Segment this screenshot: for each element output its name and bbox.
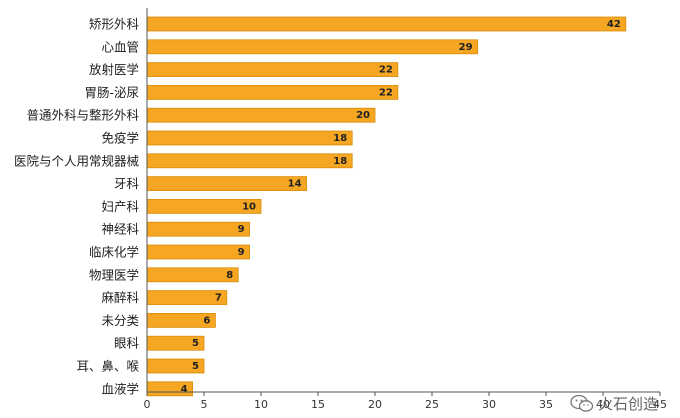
value-label: 29	[459, 42, 473, 53]
bar	[146, 39, 479, 55]
value-label: 6	[203, 315, 210, 326]
category-label: 物理医学	[89, 267, 139, 282]
value-label: 18	[333, 133, 347, 144]
watermark: 火石创造	[570, 393, 658, 414]
value-label: 22	[379, 65, 393, 76]
x-tick-label: 35	[539, 398, 553, 411]
x-axis: 0 5 10 15 20 25 30 35 40 45	[144, 8, 667, 411]
category-label: 放射医学	[89, 62, 139, 77]
value-label: 5	[192, 338, 199, 349]
category-label: 神经科	[101, 222, 139, 237]
bar	[146, 107, 376, 123]
category-label: 耳、鼻、喉	[76, 359, 139, 374]
value-label: 4	[181, 384, 188, 395]
category-label: 胃肠-泌尿	[84, 85, 139, 100]
value-label: 9	[238, 247, 245, 258]
category-label: 妇产科	[101, 199, 139, 214]
bar	[146, 267, 239, 283]
value-label: 5	[192, 361, 199, 372]
bar	[146, 244, 250, 260]
category-label: 矫形外科	[89, 17, 140, 32]
wechat-icon	[570, 394, 594, 412]
x-tick-label: 25	[425, 398, 439, 411]
category-label: 免疫学	[101, 131, 139, 146]
x-tick-label: 0	[144, 398, 151, 411]
category-label: 心血管	[101, 39, 139, 54]
x-tick-label: 30	[482, 398, 496, 411]
x-tick-label: 15	[311, 398, 325, 411]
value-labels: 42 29 22 22 20 18 18 14 10 9 9 8 76 5 5 4	[181, 19, 621, 395]
category-label: 牙科	[114, 176, 140, 191]
bar	[146, 16, 627, 32]
value-label: 10	[242, 201, 256, 212]
bar	[146, 176, 308, 192]
value-label: 9	[238, 224, 245, 235]
bar	[146, 62, 399, 77]
category-label: 血液学	[101, 381, 139, 396]
bar	[146, 153, 353, 169]
category-label: 普通外科与整形外科	[26, 108, 139, 123]
category-label: 眼科	[114, 336, 140, 351]
x-tick-label: 20	[368, 398, 382, 411]
watermark-text: 火石创造	[597, 395, 658, 413]
x-tick-label: 40	[596, 398, 610, 411]
value-label: 42	[607, 19, 621, 30]
x-tick-label: 5	[201, 398, 208, 411]
x-tick-label: 45	[653, 398, 667, 411]
bar	[146, 85, 399, 100]
x-tick-label: 10	[254, 398, 268, 411]
value-label: 14	[288, 179, 302, 190]
value-label: 20	[356, 110, 370, 121]
category-label: 医院与个人用常规器械	[14, 153, 140, 168]
value-label: 7	[215, 293, 222, 304]
value-label: 8	[226, 270, 233, 281]
category-label: 临床化学	[89, 245, 139, 260]
value-label: 18	[333, 156, 347, 167]
bar	[146, 221, 250, 237]
category-labels: 矫形外科心血管放射医学胃肠-泌尿普通外科与整形外科免疫学医院与个人用常规器械牙科…	[14, 17, 140, 397]
value-label: 22	[379, 87, 393, 98]
bar	[146, 130, 353, 146]
category-label: 麻醉科	[101, 290, 139, 305]
category-label: 未分类	[101, 313, 139, 328]
